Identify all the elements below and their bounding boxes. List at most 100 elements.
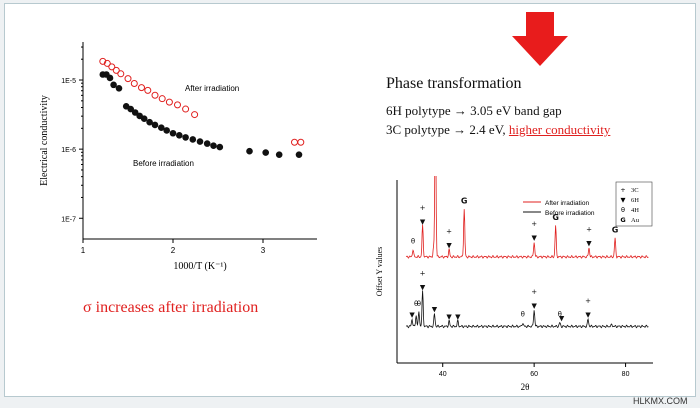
phase-title: Phase transformation <box>386 75 522 92</box>
phase-marker: ▼ <box>559 315 565 323</box>
phase-legend-symbol: G <box>620 216 625 224</box>
data-point <box>216 143 224 151</box>
data-point <box>291 138 298 146</box>
annotation-before: Before irradiation <box>133 159 194 168</box>
data-point <box>131 109 139 116</box>
data-point <box>169 129 177 137</box>
down-arrow-icon <box>512 12 568 66</box>
data-point <box>191 111 199 119</box>
phase-marker: ▼ <box>455 313 461 321</box>
phase-marker: θ <box>558 311 562 319</box>
phase-marker: + <box>586 226 592 234</box>
phase-marker: ▼ <box>531 302 537 310</box>
phase-marker: + <box>531 288 537 296</box>
data-point <box>182 134 189 141</box>
y-axis-label: Offset Y values <box>375 247 384 296</box>
data-point <box>112 66 120 74</box>
phase-marker: + <box>585 297 591 305</box>
data-point <box>138 84 145 92</box>
phase-marker: + <box>446 228 452 236</box>
phase-marker: ▼ <box>420 218 426 226</box>
phase-marker: ▼ <box>409 311 415 319</box>
y-axis-label: Electrical conductivity <box>39 95 50 186</box>
sigma-statement: σ increases after irradiation <box>83 299 259 316</box>
data-point <box>189 136 197 143</box>
data-point <box>117 70 125 78</box>
data-point <box>158 95 166 103</box>
data-point <box>297 138 305 146</box>
data-point <box>106 74 114 82</box>
phase-legend-label: Au <box>631 217 640 224</box>
phase-marker: G <box>612 226 619 235</box>
x-axis-label: 2θ <box>521 382 530 392</box>
data-point <box>165 98 173 106</box>
data-point <box>246 147 253 155</box>
data-point <box>275 151 283 158</box>
watermark: HLKMX.COM <box>633 396 688 406</box>
data-point <box>103 59 111 67</box>
phase-marker: ▼ <box>531 234 537 242</box>
data-point <box>151 91 159 99</box>
data-point <box>182 105 190 113</box>
y-tick-label: 1E-7 <box>61 216 76 223</box>
data-point <box>146 118 153 126</box>
phase-marker: ▼ <box>586 240 592 248</box>
data-point <box>151 121 159 129</box>
data-point <box>144 86 152 94</box>
phase-marker: θ <box>417 300 421 308</box>
data-point <box>127 105 134 113</box>
legend-label: After irradiation <box>545 200 589 207</box>
trace-after-irradiation <box>405 176 649 259</box>
x-tick-label: 60 <box>530 371 538 378</box>
phase-legend-symbol: + <box>620 186 625 194</box>
annotation-after: After irradiation <box>185 84 239 93</box>
data-point <box>163 127 170 134</box>
data-point <box>295 151 303 158</box>
phase-marker: ▼ <box>420 284 426 292</box>
polytype-3c-line: 3C polytype → 2.4 eV, higher conductivit… <box>386 122 610 138</box>
phase-marker: θ <box>521 311 525 319</box>
data-point <box>262 149 269 156</box>
phase-legend-symbol: θ <box>621 206 625 214</box>
data-point <box>99 57 107 65</box>
phase-marker: G <box>461 196 468 205</box>
phase-legend-box <box>615 181 653 227</box>
higher-conductivity-text: higher conductivity <box>508 122 611 137</box>
phase-marker: ▼ <box>446 242 452 250</box>
phase-legend-label: 3C <box>631 187 639 194</box>
phase-legend-label: 6H <box>631 197 639 204</box>
data-point <box>174 101 181 109</box>
x-tick-label: 2 <box>171 246 176 255</box>
slide: 1 2 3 1E-7 1E-6 1E-5 1000/T (K⁻¹) Electrical co… <box>4 3 696 397</box>
x-tick-label: 1 <box>81 246 86 255</box>
data-point <box>196 138 204 145</box>
conductivity-chart: 1 2 3 1E-7 1E-6 1E-5 1000/T (K⁻¹) Electrical co… <box>39 42 317 272</box>
polytype-6h-line: 6H polytype → 3.05 eV band gap <box>386 103 562 118</box>
y-tick-label: 1E-5 <box>61 78 76 85</box>
x-tick-label: 40 <box>439 371 447 378</box>
data-point <box>203 140 211 147</box>
x-tick-label: 80 <box>622 371 630 378</box>
phase-marker: G <box>552 213 559 222</box>
data-point <box>110 81 117 89</box>
data-point <box>115 85 123 92</box>
phase-legend-symbol: ▼ <box>621 196 626 204</box>
phase-marker: + <box>420 204 426 212</box>
data-point <box>108 63 116 71</box>
x-tick-label: 3 <box>261 246 266 255</box>
data-point <box>176 132 183 139</box>
polytype-3c-text: 3C polytype → 2.4 eV, <box>386 122 509 137</box>
phase-marker: ▼ <box>585 311 591 319</box>
data-point <box>130 79 138 87</box>
x-axis-label: 1000/T (K⁻¹) <box>173 261 226 272</box>
phase-marker: ▼ <box>446 313 452 321</box>
data-point <box>210 142 217 149</box>
phase-marker: + <box>531 220 537 228</box>
legend-label: Before irradiation <box>545 210 595 217</box>
data-point <box>140 115 148 123</box>
phase-marker: ▼ <box>432 306 438 314</box>
phase-marker: + <box>420 270 426 278</box>
data-point <box>124 75 132 83</box>
phase-legend-label: 4H <box>631 207 639 214</box>
